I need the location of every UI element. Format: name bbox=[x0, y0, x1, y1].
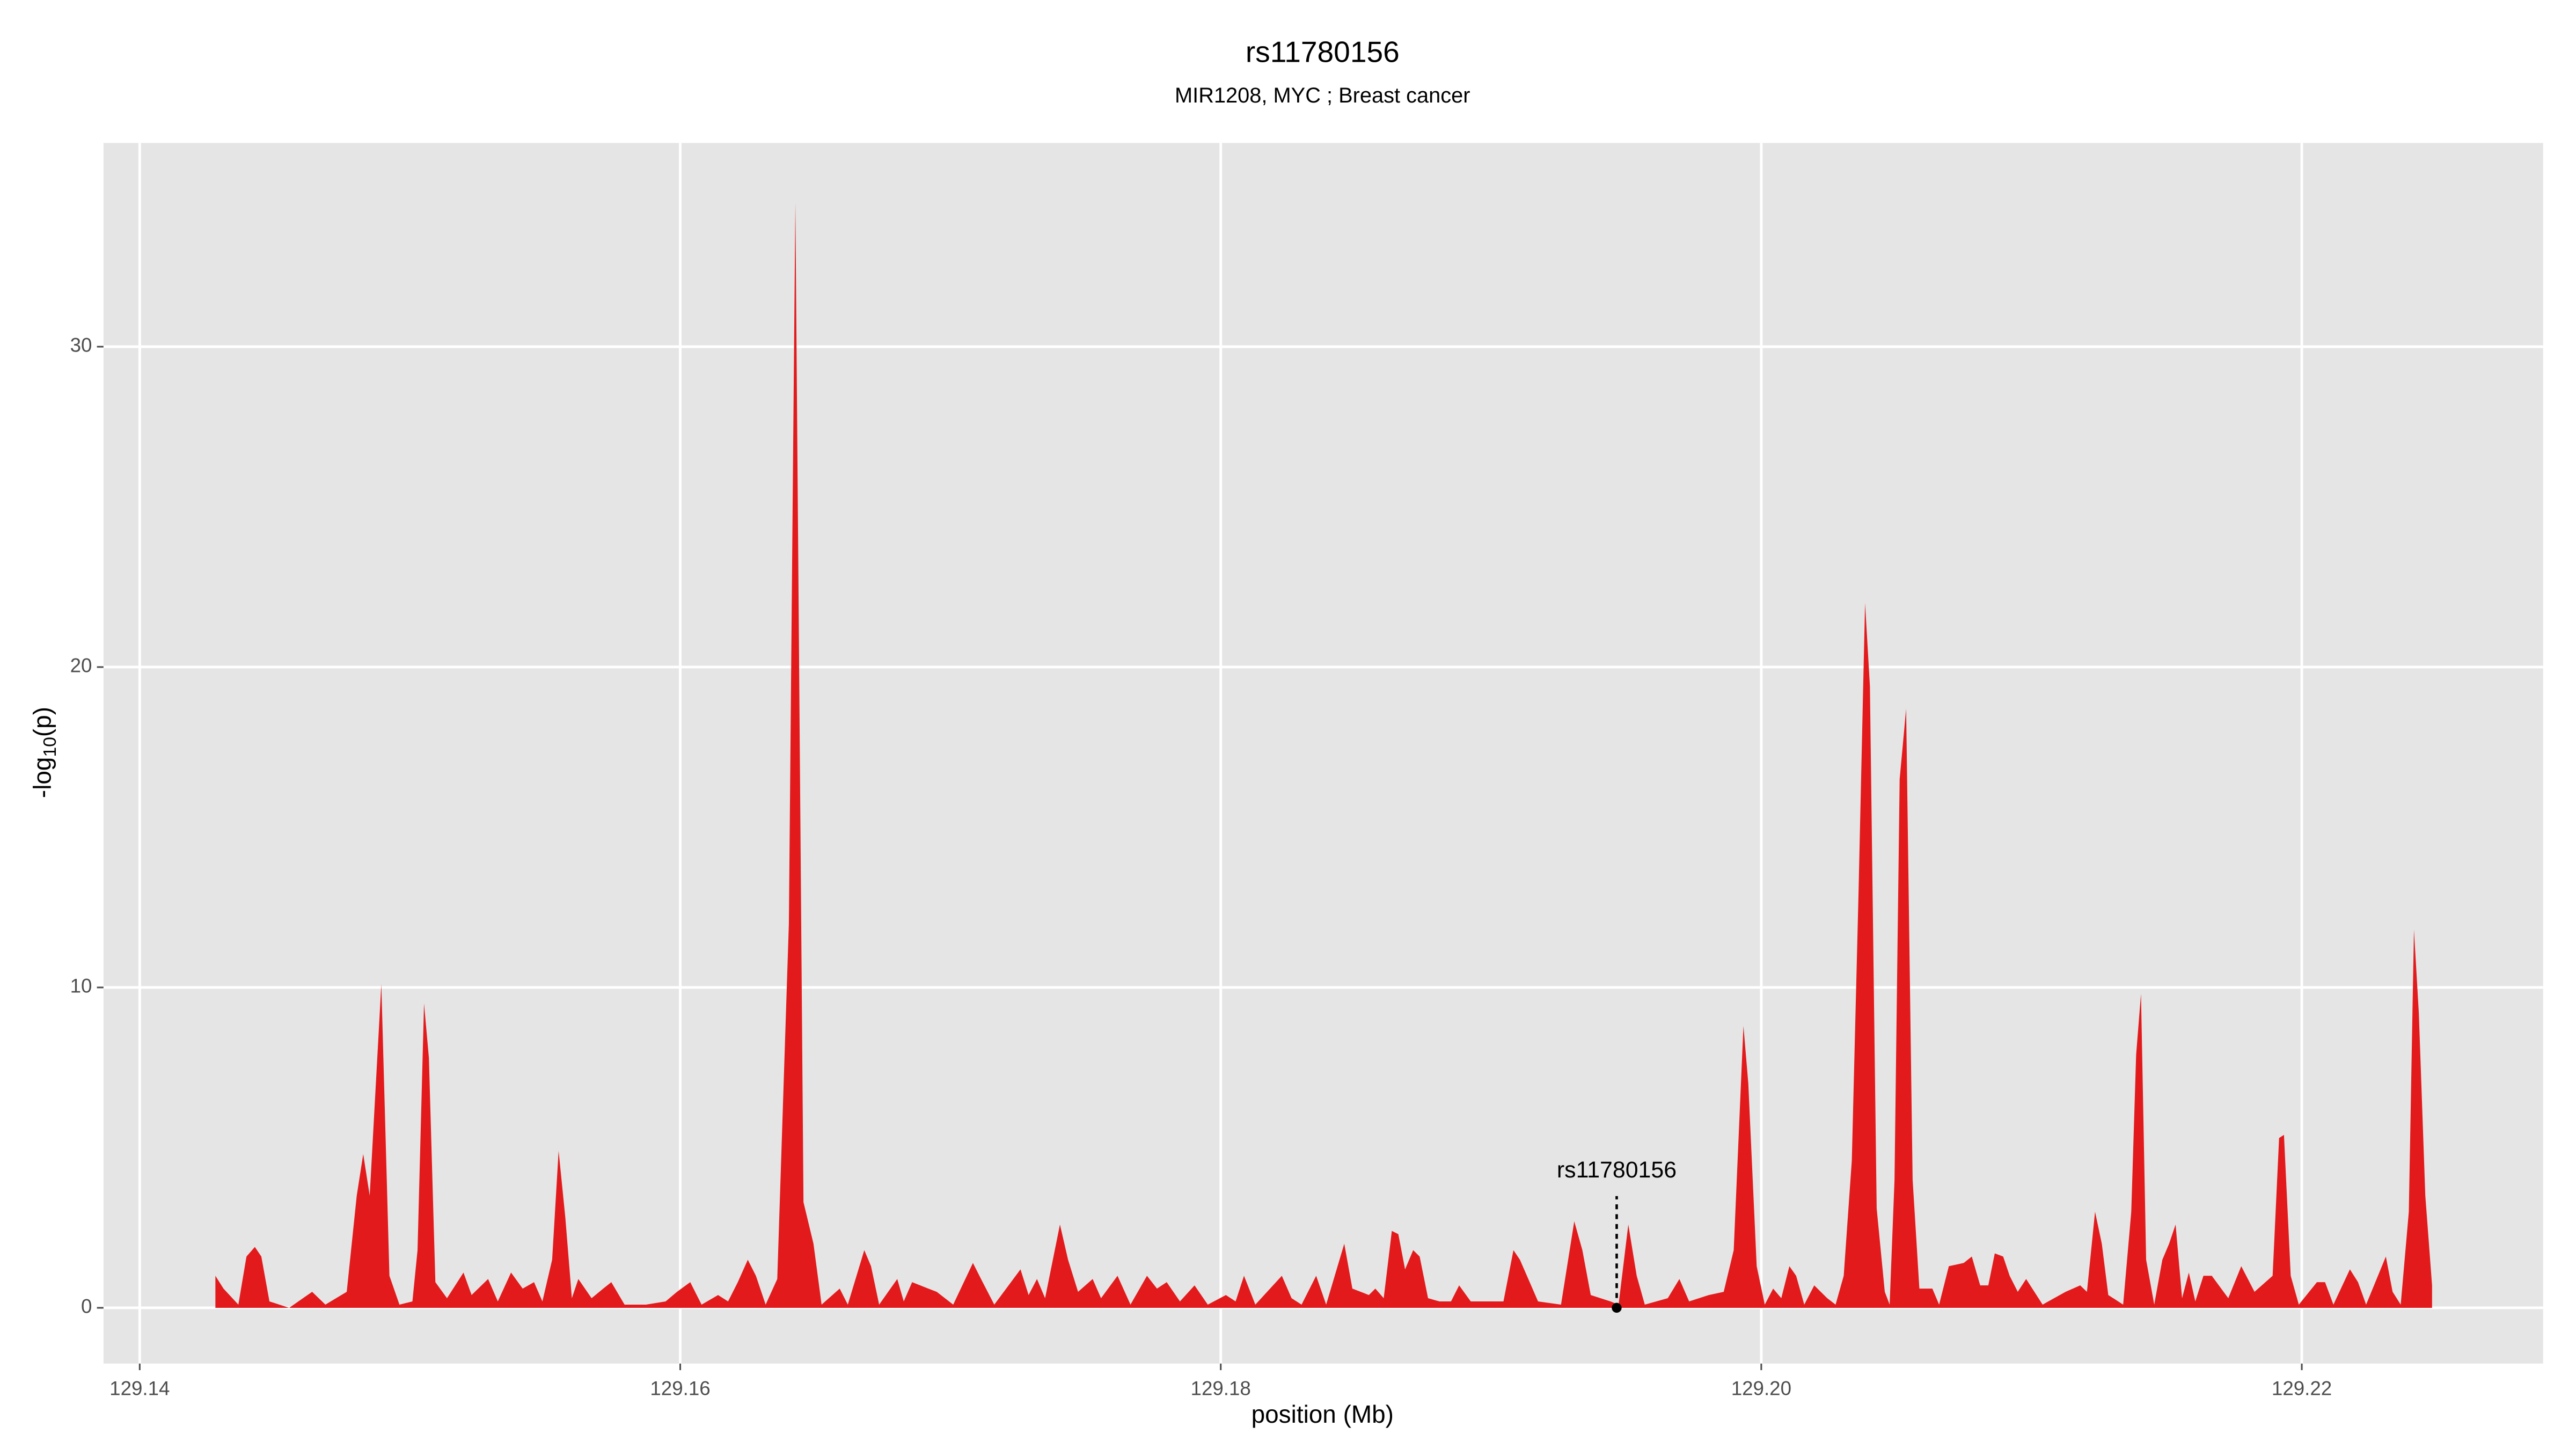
y-axis-title-subscript: 10 bbox=[40, 737, 60, 757]
x-tick-label: 129.16 bbox=[650, 1377, 710, 1399]
y-axis-title: -log10(p) bbox=[28, 707, 60, 798]
chart-title: rs11780156 bbox=[1246, 35, 1400, 69]
x-tick-label: 129.14 bbox=[109, 1377, 170, 1399]
x-tick-label: 129.22 bbox=[2272, 1377, 2332, 1399]
y-tick-label: 20 bbox=[70, 655, 92, 677]
y-tick-label: 10 bbox=[70, 975, 92, 997]
x-tick-label: 129.18 bbox=[1191, 1377, 1251, 1399]
y-tick-label: 30 bbox=[70, 334, 92, 356]
plot-panel bbox=[103, 143, 2543, 1364]
y-axis-title-part: -log bbox=[28, 757, 56, 799]
y-axis-title-part: (p) bbox=[28, 707, 56, 737]
x-axis-title: position (Mb) bbox=[1252, 1400, 1394, 1428]
annotation-label: rs11780156 bbox=[1557, 1157, 1677, 1183]
x-tick-label: 129.20 bbox=[1731, 1377, 1791, 1399]
chart-subtitle: MIR1208, MYC ; Breast cancer bbox=[1175, 84, 1470, 107]
y-tick-label: 0 bbox=[81, 1296, 92, 1318]
annotation-point bbox=[1612, 1302, 1622, 1313]
